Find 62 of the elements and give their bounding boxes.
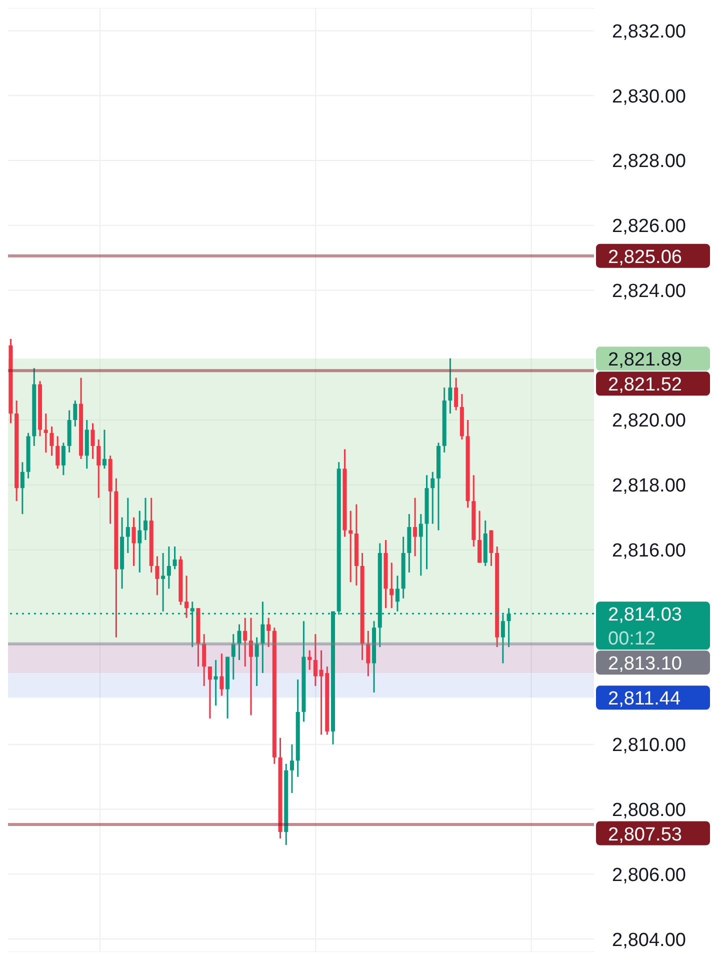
candlestick — [390, 562, 394, 609]
candlestick — [172, 546, 177, 570]
candlestick — [126, 497, 130, 554]
band-label: 2,811.44 — [608, 688, 681, 710]
candlestick — [489, 530, 494, 567]
candlestick — [348, 510, 353, 583]
candlestick — [202, 633, 206, 687]
y-tick-label: 2,816.00 — [612, 540, 686, 562]
candlestick — [214, 659, 218, 706]
candlestick — [138, 510, 142, 574]
candlestick — [61, 442, 66, 476]
candlestick — [231, 633, 236, 680]
candlestick — [313, 633, 318, 687]
candlestick — [184, 574, 189, 619]
y-tick-label: 2,808.00 — [612, 800, 686, 822]
band-label: 2,821.89 — [608, 350, 682, 371]
candlestick — [155, 555, 160, 596]
candlestick — [50, 426, 54, 456]
candlestick — [20, 461, 24, 515]
ref-line-label: 2,813.10 — [608, 654, 682, 675]
candlestick — [237, 624, 242, 661]
y-tick-label: 2,824.00 — [612, 280, 686, 302]
candlestick — [290, 744, 294, 794]
y-tick-label: 2,820.00 — [612, 410, 686, 432]
candlestick — [90, 422, 95, 460]
text: 00:12 — [608, 628, 656, 650]
candlestick — [132, 516, 136, 567]
candlestick — [266, 617, 271, 648]
candlestick — [248, 617, 253, 716]
candlestick — [413, 497, 418, 557]
candlestick — [56, 435, 60, 470]
ref-line-label: 2,821.52 — [608, 374, 682, 396]
candlestick — [254, 636, 259, 687]
candlestick — [143, 497, 148, 541]
candlestick — [448, 358, 452, 414]
y-tick-label: 2,832.00 — [612, 21, 686, 42]
candlestick — [395, 574, 400, 612]
candlestick — [102, 428, 106, 470]
y-tick-label: 2,830.00 — [612, 86, 686, 108]
candlestick — [161, 552, 166, 612]
candlestick — [96, 438, 101, 499]
candlestick — [454, 377, 458, 412]
y-tick-label: 2,818.00 — [612, 476, 686, 497]
y-tick-label: 2,826.00 — [612, 216, 686, 238]
candlestick — [418, 513, 423, 576]
y-tick-label: 2,828.00 — [612, 151, 686, 172]
candlestick — [44, 412, 48, 454]
candlestick — [220, 652, 224, 696]
ref-line-label: 2,807.53 — [608, 824, 682, 846]
candlestick — [430, 471, 435, 525]
candlestick — [366, 630, 370, 678]
y-tick-label: 2,806.00 — [612, 864, 686, 886]
y-tick-label: 2,810.00 — [612, 735, 686, 756]
y-tick-label: 2,804.00 — [612, 930, 686, 951]
candlestick — [308, 650, 312, 671]
ref-line-label: 2,814.03 — [608, 604, 682, 626]
candlestick — [478, 510, 482, 564]
candlestick — [166, 546, 171, 590]
candlestick — [73, 400, 78, 428]
ref-line-label: 2,825.06 — [608, 246, 682, 268]
candlestick — [208, 666, 212, 720]
candlestick — [243, 617, 248, 668]
